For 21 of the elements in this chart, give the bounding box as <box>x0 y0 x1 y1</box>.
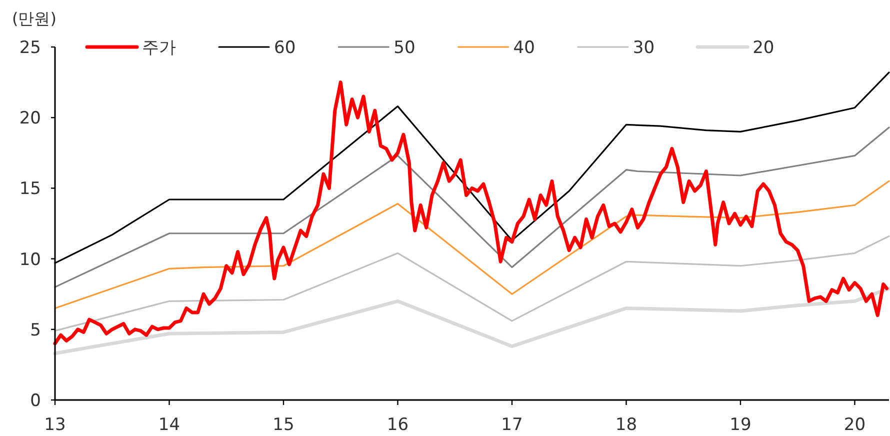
y-tick-label: 0 <box>30 391 41 411</box>
x-tick-label: 13 <box>44 415 66 435</box>
y-tick-label: 10 <box>19 250 41 270</box>
x-tick-label: 16 <box>386 415 409 435</box>
legend-label: 20 <box>752 38 774 58</box>
legend-label: 주가 <box>142 38 176 58</box>
x-tick-label: 18 <box>615 415 638 435</box>
legend-label: 30 <box>632 38 655 58</box>
x-tick-label: 17 <box>501 415 523 435</box>
x-tick-label: 14 <box>158 415 180 435</box>
x-tick-label: 19 <box>730 415 752 435</box>
y-tick-label: 15 <box>19 179 41 200</box>
y-tick-label: 25 <box>19 38 41 58</box>
y-tick-label: 20 <box>19 108 41 129</box>
x-tick-label: 20 <box>844 415 866 435</box>
x-tick-label: 15 <box>272 415 294 435</box>
legend-label: 50 <box>394 38 416 58</box>
y-axis-title: (만원) <box>12 9 56 28</box>
legend-label: 60 <box>274 38 296 58</box>
legend-label: 40 <box>513 38 535 58</box>
y-tick-label: 5 <box>30 320 41 340</box>
